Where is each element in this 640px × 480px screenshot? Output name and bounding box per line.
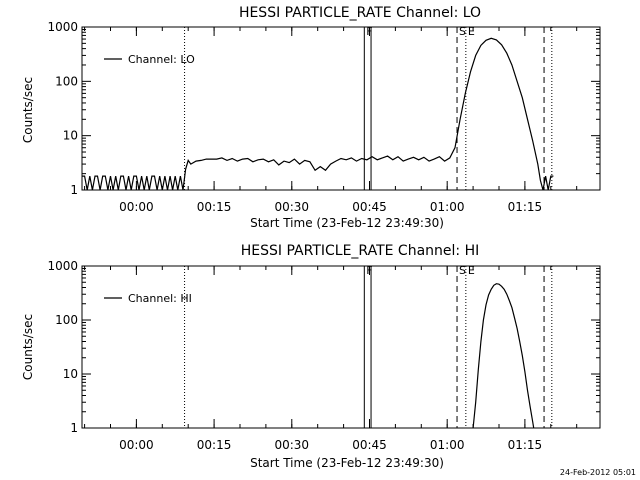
event-marker-label: E: [468, 25, 475, 38]
plot-frame: [81, 26, 601, 191]
legend-label: Channel: LO: [128, 53, 195, 66]
y-tick-label: 10: [63, 367, 78, 381]
event-marker-label: F: [366, 25, 372, 38]
lo-channel-panel: HESSI PARTICLE_RATE Channel: LO Counts/s…: [21, 5, 601, 230]
event-marker-label: E: [468, 264, 475, 277]
event-marker-label: F: [366, 264, 372, 277]
x-axis-label: Start Time (23-Feb-12 23:49:30): [250, 216, 444, 230]
y-tick-label: 100: [55, 313, 78, 327]
y-tick-label: 1: [70, 421, 78, 435]
event-marker-label: S: [459, 264, 466, 277]
y-axis-label: Counts/sec: [21, 314, 35, 380]
y-tick-label: 1000: [47, 259, 78, 273]
x-tick-label: 00:45: [352, 200, 387, 214]
x-tick-label: 00:00: [119, 438, 154, 452]
y-tick-label: 10: [63, 129, 78, 143]
y-tick-label: 1: [70, 183, 78, 197]
x-tick-label: 01:00: [430, 200, 465, 214]
y-tick-label: 100: [55, 74, 78, 88]
count-rate-series-line: [82, 37, 554, 191]
hi-plot-area: 1 10 100 1000 00:00 00:15 00:30 00:45 01:00 01:15…: [47, 259, 601, 452]
y-axis-label: Counts/sec: [21, 77, 35, 143]
chart-title: HESSI PARTICLE_RATE Channel: HI: [241, 243, 479, 259]
x-tick-label: 00:00: [119, 200, 154, 214]
x-tick-label: 00:15: [197, 200, 232, 214]
legend-label: Channel: HI: [128, 292, 192, 305]
footer-timestamp: 24-Feb-2012 05:01: [560, 468, 636, 477]
y-tick-label: 1000: [47, 20, 78, 34]
x-tick-label: 01:15: [508, 200, 543, 214]
x-tick-label: 00:45: [352, 438, 387, 452]
chart-title: HESSI PARTICLE_RATE Channel: LO: [239, 5, 481, 21]
x-tick-label: 00:30: [274, 438, 309, 452]
x-axis-label: Start Time (23-Feb-12 23:49:30): [250, 456, 444, 470]
event-marker-label: S: [459, 25, 466, 38]
x-tick-label: 01:00: [430, 438, 465, 452]
lo-plot-area: 1 10 100 1000 00:00 00:15 00:30 00:45 01:00 01:15…: [47, 20, 601, 214]
hi-channel-panel: HESSI PARTICLE_RATE Channel: HI Counts/s…: [21, 243, 601, 470]
x-tick-label: 00:15: [197, 438, 232, 452]
x-tick-label: 01:15: [508, 438, 543, 452]
plot-frame: [81, 265, 601, 429]
count-rate-series-line: [472, 283, 535, 429]
x-tick-label: 00:30: [274, 200, 309, 214]
